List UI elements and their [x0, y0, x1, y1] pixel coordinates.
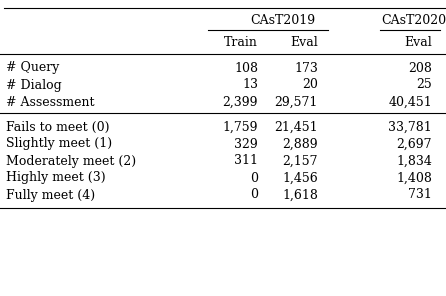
- Text: 1,834: 1,834: [396, 155, 432, 168]
- Text: 0: 0: [250, 171, 258, 184]
- Text: 0: 0: [250, 189, 258, 202]
- Text: Fully meet (4): Fully meet (4): [6, 189, 95, 202]
- Text: # Query: # Query: [6, 62, 59, 75]
- Text: 173: 173: [294, 62, 318, 75]
- Text: Slightly meet (1): Slightly meet (1): [6, 138, 112, 150]
- Text: 108: 108: [234, 62, 258, 75]
- Text: 2,889: 2,889: [282, 138, 318, 150]
- Text: CAsT2019: CAsT2019: [251, 15, 316, 28]
- Text: 329: 329: [234, 138, 258, 150]
- Text: 25: 25: [416, 78, 432, 91]
- Text: Highly meet (3): Highly meet (3): [6, 171, 106, 184]
- Text: 13: 13: [242, 78, 258, 91]
- Text: 311: 311: [234, 155, 258, 168]
- Text: 2,399: 2,399: [223, 96, 258, 109]
- Text: Train: Train: [224, 36, 258, 49]
- Text: # Assessment: # Assessment: [6, 96, 95, 109]
- Text: CAsT2020: CAsT2020: [381, 15, 446, 28]
- Text: 40,451: 40,451: [388, 96, 432, 109]
- Text: 33,781: 33,781: [388, 120, 432, 133]
- Text: 1,618: 1,618: [282, 189, 318, 202]
- Text: Eval: Eval: [290, 36, 318, 49]
- Text: 731: 731: [408, 189, 432, 202]
- Text: Moderately meet (2): Moderately meet (2): [6, 155, 136, 168]
- Text: 21,451: 21,451: [274, 120, 318, 133]
- Text: 2,697: 2,697: [396, 138, 432, 150]
- Text: 29,571: 29,571: [275, 96, 318, 109]
- Text: Eval: Eval: [404, 36, 432, 49]
- Text: 2,157: 2,157: [282, 155, 318, 168]
- Text: # Dialog: # Dialog: [6, 78, 62, 91]
- Text: 208: 208: [408, 62, 432, 75]
- Text: 1,759: 1,759: [223, 120, 258, 133]
- Text: Fails to meet (0): Fails to meet (0): [6, 120, 110, 133]
- Text: 1,408: 1,408: [396, 171, 432, 184]
- Text: 1,456: 1,456: [282, 171, 318, 184]
- Text: 20: 20: [302, 78, 318, 91]
